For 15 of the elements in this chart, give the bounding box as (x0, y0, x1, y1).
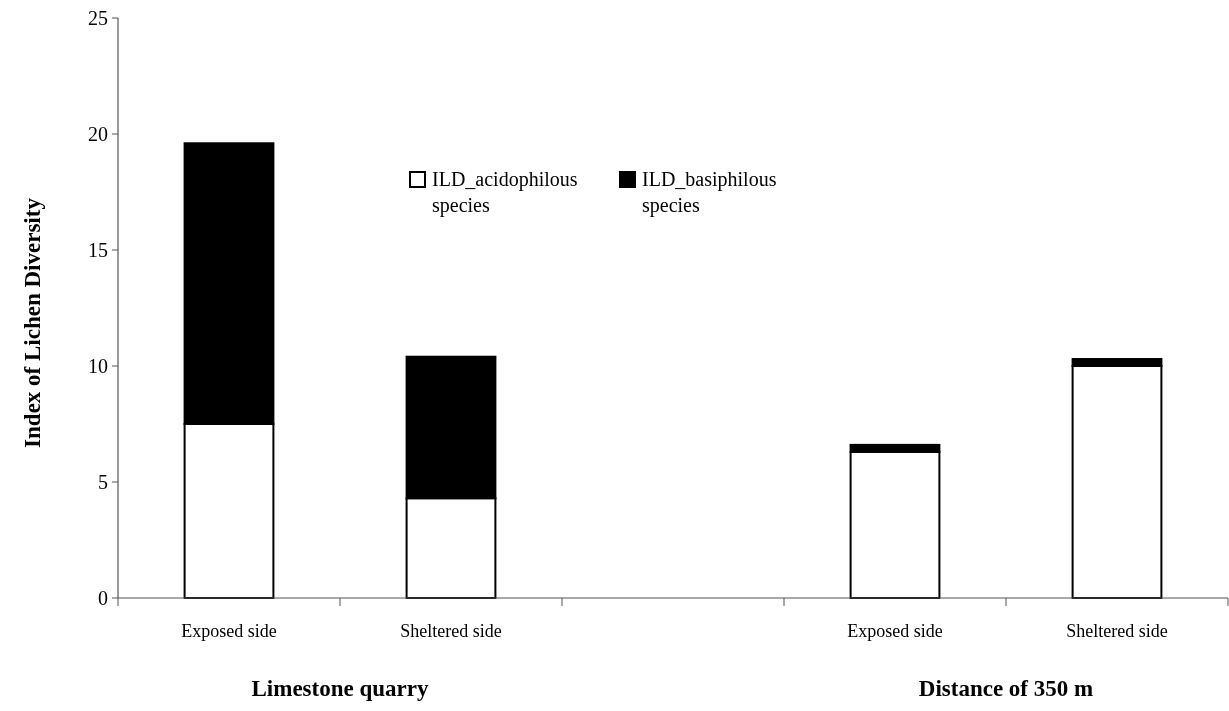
y-tick-label: 0 (98, 587, 108, 609)
x-tick-label: Exposed side (847, 621, 943, 641)
x-tick-label: Sheltered side (1066, 621, 1168, 641)
y-axis-title: Index of Lichen Diversity (20, 197, 45, 448)
y-tick-label: 10 (88, 355, 108, 377)
legend-label: ILD_acidophilous species (432, 168, 578, 217)
x-tick-label: Sheltered side (400, 621, 502, 641)
y-tick-label: 25 (88, 7, 108, 29)
y-tick-label: 5 (98, 471, 108, 493)
y-tick-label: 20 (88, 123, 108, 145)
text: Distance of 350 m (918, 676, 1094, 701)
text: Limestone quarry (251, 676, 429, 701)
y-tick-label: 15 (88, 239, 108, 261)
x-tick-label: Exposed side (181, 621, 277, 641)
legend-label: ILD_basiphilous species (642, 168, 777, 217)
